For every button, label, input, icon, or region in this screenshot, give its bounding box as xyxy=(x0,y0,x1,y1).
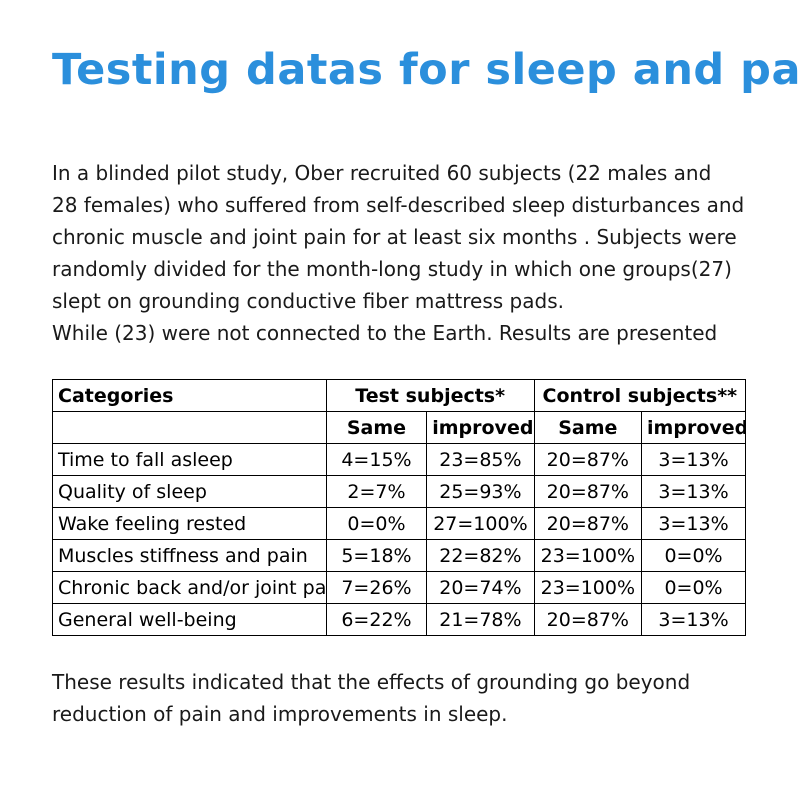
results-table: Categories Test subjects* Control subjec… xyxy=(52,379,747,637)
category-cell: Wake feeling rested xyxy=(52,507,327,541)
table-header-control-improved: improved xyxy=(641,411,746,445)
value-cell: 23=100% xyxy=(533,571,643,605)
table-header-test-improved: improved xyxy=(426,411,535,445)
value-cell: 0=0% xyxy=(641,539,746,573)
table-row: Quality of sleep 2=7% 25=93% 20=87% 3=13… xyxy=(52,475,746,509)
value-cell: 23=100% xyxy=(533,539,643,573)
table-header-categories: Categories xyxy=(52,379,327,413)
table-header-row-groups: Categories Test subjects* Control subjec… xyxy=(52,379,747,413)
table-header-empty xyxy=(52,411,327,445)
category-cell: General well-being xyxy=(52,603,327,637)
table-header-control-subjects: Control subjects** xyxy=(533,379,747,413)
table-header-test-subjects: Test subjects* xyxy=(325,379,535,413)
table-header-control-same: Same xyxy=(533,411,643,445)
conclusion-paragraph: These results indicated that the effects… xyxy=(52,670,691,727)
value-cell: 3=13% xyxy=(641,443,746,477)
value-cell: 0=0% xyxy=(641,571,746,605)
value-cell: 25=93% xyxy=(426,475,535,509)
category-cell: Quality of sleep xyxy=(52,475,327,509)
intro-paragraph: In a blinded pilot study, Ober recruited… xyxy=(52,161,745,346)
value-cell: 0=0% xyxy=(325,507,428,541)
value-cell: 20=87% xyxy=(533,443,643,477)
table-header-row-measures: Same improved Same improved xyxy=(52,411,746,445)
value-cell: 3=13% xyxy=(641,507,746,541)
table-row: Wake feeling rested 0=0% 27=100% 20=87% … xyxy=(52,507,746,541)
value-cell: 7=26% xyxy=(325,571,428,605)
value-cell: 23=85% xyxy=(426,443,535,477)
value-cell: 3=13% xyxy=(641,603,746,637)
value-cell: 4=15% xyxy=(325,443,428,477)
category-cell: Muscles stiffness and pain xyxy=(52,539,327,573)
table-header-test-same: Same xyxy=(325,411,428,445)
value-cell: 6=22% xyxy=(325,603,428,637)
value-cell: 3=13% xyxy=(641,475,746,509)
value-cell: 20=87% xyxy=(533,475,643,509)
table-row: Chronic back and/or joint pain 7=26% 20=… xyxy=(52,571,746,605)
category-cell: Chronic back and/or joint pain xyxy=(52,571,327,605)
value-cell: 20=74% xyxy=(426,571,535,605)
table-row: Time to fall asleep 4=15% 23=85% 20=87% … xyxy=(52,443,746,477)
table-row: General well-being 6=22% 21=78% 20=87% 3… xyxy=(52,603,746,637)
value-cell: 5=18% xyxy=(325,539,428,573)
value-cell: 2=7% xyxy=(325,475,428,509)
value-cell: 22=82% xyxy=(426,539,535,573)
page-title: Testing datas for sleep and pain xyxy=(52,45,800,95)
value-cell: 20=87% xyxy=(533,507,643,541)
category-cell: Time to fall asleep xyxy=(52,443,327,477)
value-cell: 20=87% xyxy=(533,603,643,637)
table-row: Muscles stiffness and pain 5=18% 22=82% … xyxy=(52,539,746,573)
value-cell: 27=100% xyxy=(426,507,535,541)
value-cell: 21=78% xyxy=(426,603,535,637)
